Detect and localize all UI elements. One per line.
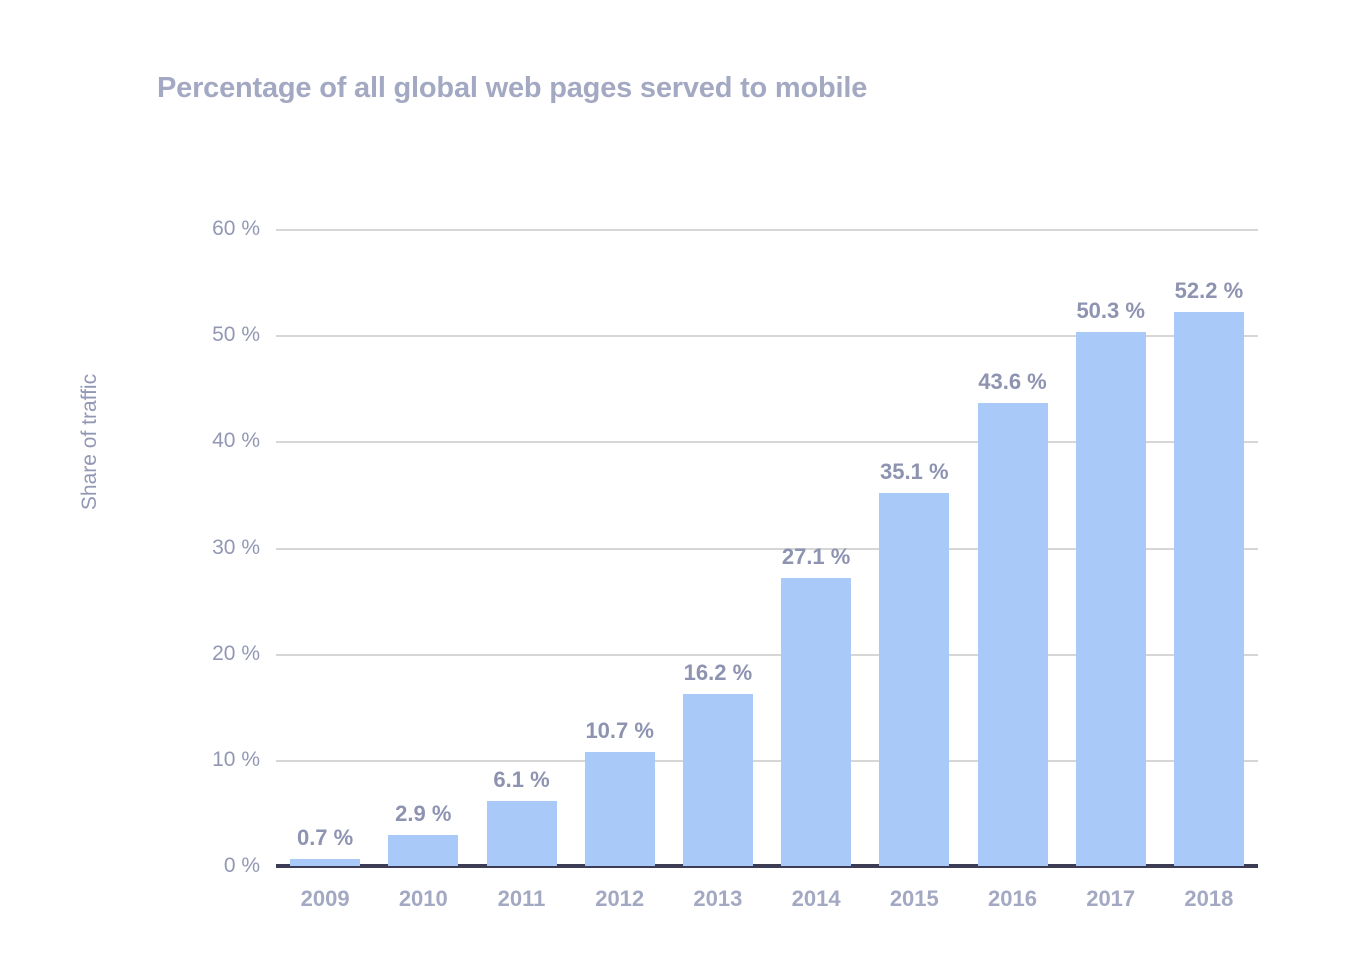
bar[interactable]	[682, 694, 753, 866]
gridline	[276, 441, 1258, 444]
bar-value-label: 0.7 %	[296, 824, 354, 850]
x-axis-tick-labels: 2009 2010 2011 2012 2013 2014 2015 2016 2017 2018	[276, 886, 1258, 926]
bar[interactable]	[781, 578, 852, 866]
bar[interactable]	[388, 835, 459, 866]
bar-value-label: 2.9 %	[395, 801, 452, 827]
chart-title: Percentage of all global web pages serve…	[157, 72, 868, 104]
x-axis-tick-label: 2015	[889, 886, 939, 911]
bar-value-label: 10.7 %	[585, 718, 654, 744]
bar[interactable]	[879, 493, 950, 866]
gridline	[276, 229, 1258, 231]
x-axis-tick-label: 2012	[595, 886, 645, 911]
x-axis-tick-label: 2013	[693, 886, 743, 911]
bar-value-label: 52.2 %	[1174, 277, 1244, 303]
plot-area: 0.7 % 2.9 % 6.1 % 10.7 % 16.2 % 27.1 % 35.1 % 4…	[276, 229, 1258, 868]
y-axis-tick-label: 50 %	[212, 323, 260, 347]
gridline	[276, 547, 1258, 550]
bar-value-label: 50.3 %	[1076, 297, 1145, 323]
bar[interactable]	[1075, 331, 1146, 866]
y-axis-tick-label: 0 %	[223, 854, 260, 877]
x-axis-baseline	[276, 864, 1258, 868]
x-axis-tick-label: 2010	[398, 886, 448, 911]
bar-value-label: 16.2 %	[683, 660, 753, 686]
y-axis-title: Share of traffic	[78, 373, 101, 511]
x-axis-tick-label: 2018	[1184, 886, 1234, 911]
bar-value-label: 43.6 %	[978, 369, 1047, 395]
x-axis-tick-label: 2009	[300, 886, 350, 911]
y-axis-tick-label: 40 %	[212, 429, 260, 453]
y-axis-tick-label: 60 %	[212, 217, 260, 240]
gridline	[276, 653, 1258, 656]
bar-value-label: 27.1 %	[781, 544, 851, 570]
bars: 0.7 % 2.9 % 6.1 % 10.7 % 16.2 % 27.1 % 35.1 % 4…	[276, 229, 1258, 866]
gridline	[276, 335, 1258, 338]
bar[interactable]	[977, 403, 1048, 866]
gridline	[276, 759, 1258, 762]
bar-value-label: 35.1 %	[880, 459, 949, 485]
x-axis-tick-label: 2016	[988, 886, 1037, 911]
bar[interactable]	[584, 752, 655, 866]
x-axis-tick-label: 2011	[497, 886, 546, 911]
bar[interactable]	[486, 801, 557, 866]
bar[interactable]	[290, 858, 361, 866]
y-axis-tick-label: 20 %	[212, 641, 260, 665]
x-axis-tick-label: 2014	[791, 886, 841, 911]
y-axis-tick-label: 30 %	[212, 535, 260, 559]
y-axis-tick-label: 10 %	[212, 747, 260, 771]
bar[interactable]	[1173, 311, 1244, 866]
bar-value-label: 6.1 %	[493, 767, 550, 793]
x-axis-tick-label: 2017	[1086, 886, 1136, 911]
